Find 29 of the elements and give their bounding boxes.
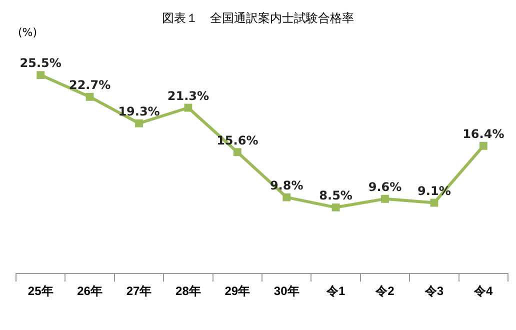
point: [233, 148, 242, 156]
point: [36, 71, 45, 80]
point: [381, 194, 389, 203]
data-label: 19.3%: [118, 104, 160, 118]
x-tick-label: 25年: [28, 284, 54, 298]
data-label: 22.7%: [68, 78, 111, 92]
data-label: 21.3%: [167, 88, 210, 103]
point: [332, 203, 340, 212]
data-label: 8.5%: [319, 188, 352, 203]
x-tick-label: 30年: [274, 284, 300, 298]
point: [430, 198, 438, 207]
data-label: 16.4%: [462, 127, 504, 142]
x-tick-label: 28年: [176, 284, 201, 298]
point: [282, 193, 291, 202]
point: [479, 142, 488, 150]
x-tick-label: 26年: [77, 284, 102, 298]
x-tick-label: 29年: [224, 284, 250, 298]
x-tick-label: 令1: [325, 284, 346, 298]
point: [135, 119, 143, 128]
point: [86, 92, 94, 101]
data-label: 25.5%: [20, 56, 62, 70]
x-tick-label: 27年: [126, 284, 152, 298]
y-axis-title: (%): [18, 26, 38, 39]
x-tick-label: 令3: [424, 284, 444, 298]
chart-title: 図表１ 全国通訳案内士試験合格率: [161, 10, 355, 27]
data-label: 9.6%: [368, 180, 402, 194]
x-tick-label: 令4: [473, 284, 494, 298]
point: [184, 104, 192, 112]
x-tick-label: 令2: [374, 284, 395, 298]
